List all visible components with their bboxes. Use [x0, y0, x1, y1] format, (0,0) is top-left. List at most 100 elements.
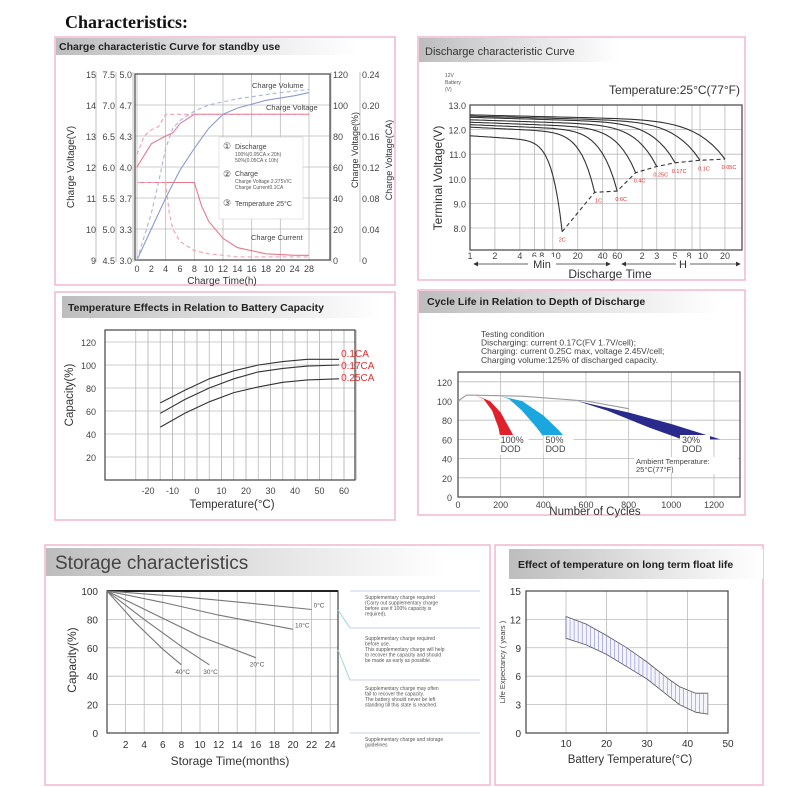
- tick-label: 50: [314, 486, 324, 496]
- tick-label: 100: [437, 397, 452, 407]
- chart-title: Effect of temperature on long term float…: [518, 559, 733, 571]
- series-line: [136, 88, 310, 261]
- tick-label: 40: [442, 455, 452, 465]
- tick-label: 60: [333, 163, 343, 173]
- tick-label: 40: [598, 251, 608, 261]
- tick-label: 4.5: [102, 256, 115, 266]
- tick-label: 3: [515, 701, 521, 712]
- temperature-label: 20°C: [250, 661, 265, 669]
- dod-label: DOD: [501, 444, 522, 454]
- tick-label: 10: [560, 739, 572, 750]
- header-bar: [46, 548, 446, 576]
- tick-label: 6.5: [102, 132, 115, 142]
- storage-note: Supplementary charge and storage: [365, 737, 443, 743]
- tick-label: 15: [86, 70, 96, 80]
- tick-label: 18: [269, 740, 281, 751]
- series-label: 0.1CA: [341, 349, 369, 360]
- tick-label: 10: [86, 225, 96, 235]
- series-label: 0.17CA: [341, 361, 375, 372]
- tick-label: 60: [86, 407, 96, 417]
- tick-label: 28: [304, 264, 314, 274]
- dod-label: 30%: [682, 435, 700, 445]
- storage-note: to recover the capacity and should: [365, 653, 441, 659]
- tick-label: 16: [247, 264, 257, 274]
- tick-label: 3.0: [119, 256, 132, 266]
- x-axis-label: Discharge Time: [568, 267, 652, 281]
- tick-label: 6.0: [102, 163, 115, 173]
- storage-line: [106, 590, 256, 659]
- series-line: [136, 113, 309, 155]
- legend-label: Temperature 25°C: [235, 200, 292, 208]
- legend-label: Charge Current0.1CA: [235, 185, 284, 191]
- tick-label: 0: [333, 256, 338, 266]
- rate-label: 2C: [559, 238, 566, 244]
- rate-label: 0.05C: [722, 165, 737, 171]
- tick-label: 3: [654, 251, 659, 261]
- storage-line: [106, 590, 182, 666]
- header-bar: [62, 296, 382, 318]
- y-axis-label: Terminal Voltage(V): [431, 126, 445, 231]
- storage-note: (Carry out supplementary charge: [365, 601, 438, 607]
- tick-label: 15: [510, 587, 522, 598]
- tick-label: 40: [290, 486, 300, 496]
- tick-label: 5: [673, 251, 678, 261]
- tick-label: 50: [722, 739, 734, 750]
- tick-label: 40: [333, 194, 343, 204]
- tick-label: 40: [87, 672, 99, 683]
- tick-label: 5.0: [119, 70, 132, 80]
- dod-label: DOD: [682, 444, 703, 454]
- condition-text: Testing condition: [481, 329, 545, 339]
- tick-label: 20: [287, 740, 299, 751]
- series-line: [137, 181, 309, 258]
- storage-line: [106, 590, 210, 666]
- tick-label: 12.0: [448, 126, 466, 136]
- storage-note: before use if 100% capacity is: [365, 606, 432, 612]
- x-axis-label: Temperature(°C): [189, 499, 274, 511]
- dod-area: [577, 401, 721, 440]
- label-bg: [634, 457, 738, 474]
- discharge-curve: [469, 115, 701, 161]
- connector: [337, 649, 351, 681]
- legend-marker: ③: [223, 198, 231, 208]
- tick-label: 120: [437, 378, 452, 388]
- tick-label: 6: [532, 251, 537, 261]
- tick-label: 80: [86, 384, 96, 394]
- tick-label: 8: [686, 251, 691, 261]
- curve-label: Charge Voltage: [266, 103, 318, 112]
- x-axis-label: Number of Cycles: [549, 506, 641, 518]
- tick-label: 20: [601, 739, 613, 750]
- tick-label: 10: [204, 264, 214, 274]
- y-axis-label: Life Expectancy ( years ): [498, 620, 507, 703]
- tick-label: 12: [213, 740, 225, 751]
- tick-label: 6: [177, 264, 182, 274]
- tick-label: 20: [720, 251, 730, 261]
- chart-title: Discharge characteristic Curve: [425, 46, 575, 58]
- tick-label: 0.24: [362, 70, 380, 80]
- ambient-note: 25°C(77°F): [636, 465, 674, 474]
- label-bg: [528, 257, 556, 269]
- range-label: Min: [533, 259, 551, 271]
- tick-label: 10: [194, 740, 206, 751]
- y-axis-label: Charge Voltage(CA): [384, 120, 394, 201]
- storage-note: Supplementary charge required: [365, 636, 435, 642]
- label-bg: [679, 435, 710, 455]
- ambient-note: Ambient Temperature:: [636, 457, 710, 466]
- storage-note: This supplementary charge will help: [365, 647, 445, 653]
- label-bg: [676, 257, 690, 269]
- dod-area: [475, 395, 516, 440]
- discharge-curve: [469, 119, 658, 167]
- tick-label: 7.0: [102, 101, 115, 111]
- storage-note: Supplementary charge required: [365, 595, 435, 601]
- temperature-label: 0°C: [314, 601, 325, 609]
- header-bar: [56, 38, 356, 55]
- tick-label: 10: [551, 251, 561, 261]
- temperature-label: 30°C: [203, 668, 218, 676]
- tick-label: 4: [141, 740, 147, 751]
- tick-label: 100: [333, 101, 348, 111]
- tick-label: 5.0: [102, 225, 115, 235]
- condition-text: Charging: current 0.25C max, voltage 2.4…: [481, 346, 664, 356]
- storage-note: The battery should never be left: [365, 697, 436, 703]
- tick-label: 8.0: [453, 224, 466, 234]
- chart-title: Cycle Life in Relation to Depth of Disch…: [427, 296, 645, 308]
- tick-label: 14: [232, 264, 242, 274]
